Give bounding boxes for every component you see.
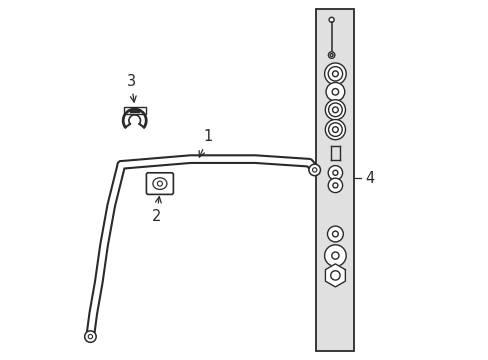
Circle shape <box>327 226 343 242</box>
FancyBboxPatch shape <box>123 107 145 114</box>
Text: 2: 2 <box>151 197 161 224</box>
Text: 3: 3 <box>126 73 136 102</box>
Circle shape <box>325 120 345 140</box>
Polygon shape <box>325 264 345 287</box>
Circle shape <box>328 123 342 136</box>
Text: 1: 1 <box>199 129 213 157</box>
Circle shape <box>324 63 346 85</box>
Circle shape <box>331 252 338 259</box>
Circle shape <box>324 245 346 266</box>
Ellipse shape <box>153 178 166 189</box>
FancyBboxPatch shape <box>146 173 173 194</box>
Text: 4: 4 <box>365 171 374 186</box>
Circle shape <box>157 181 162 186</box>
Circle shape <box>327 178 342 193</box>
Circle shape <box>332 170 337 175</box>
Circle shape <box>327 67 342 81</box>
Circle shape <box>332 107 338 113</box>
Circle shape <box>329 54 332 57</box>
Circle shape <box>308 164 320 176</box>
Circle shape <box>332 231 338 237</box>
Circle shape <box>325 100 345 120</box>
FancyBboxPatch shape <box>316 9 354 351</box>
Circle shape <box>312 168 316 172</box>
Circle shape <box>328 103 342 117</box>
Circle shape <box>331 89 338 95</box>
Circle shape <box>325 82 344 101</box>
Circle shape <box>328 17 333 22</box>
Circle shape <box>332 127 338 132</box>
Circle shape <box>332 71 338 77</box>
Circle shape <box>328 52 334 58</box>
Circle shape <box>84 331 96 342</box>
Circle shape <box>327 166 342 180</box>
Circle shape <box>88 334 92 339</box>
Circle shape <box>330 271 339 280</box>
Circle shape <box>332 183 337 188</box>
